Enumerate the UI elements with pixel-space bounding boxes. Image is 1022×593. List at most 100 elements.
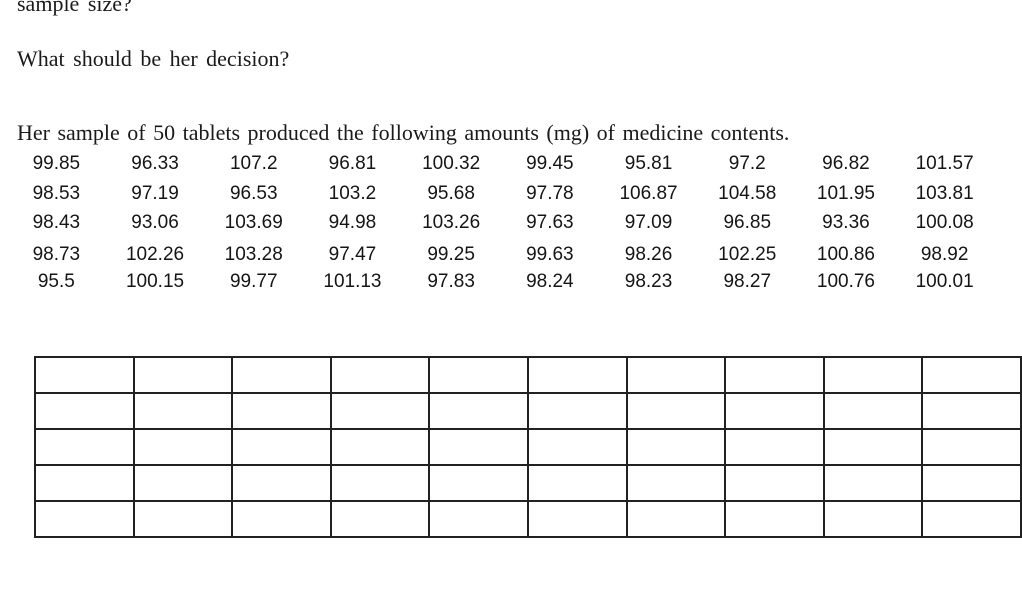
empty-table-cell[interactable] [625,356,727,394]
sample-value: 96.53 [229,182,278,204]
empty-table-cell[interactable] [428,500,529,538]
empty-table-cell[interactable] [921,392,1022,430]
empty-table-cell[interactable] [428,428,529,466]
empty-table-cell[interactable] [231,500,332,538]
empty-table-cell[interactable] [526,392,628,430]
empty-table-cell[interactable] [34,392,135,430]
empty-table-cell[interactable] [724,392,825,430]
sample-value: 93.36 [822,212,870,233]
sample-value: 98.53 [32,182,81,204]
empty-table-cell[interactable] [428,464,529,502]
sample-value: 100.01 [915,271,974,292]
sample-value: 96.81 [328,153,377,174]
sample-value: 103.69 [224,212,283,233]
sample-value: 100.15 [125,271,185,292]
empty-table-cell[interactable] [724,356,825,394]
empty-table-cell[interactable] [132,392,234,430]
sample-value: 98.24 [526,271,574,292]
sample-value: 93.06 [131,212,179,233]
empty-table-cell[interactable] [329,464,431,502]
empty-table-cell[interactable] [231,428,332,466]
empty-table-cell[interactable] [822,356,924,394]
empty-table-cell[interactable] [526,464,628,502]
empty-table-cell[interactable] [231,356,332,394]
sample-value: 99.25 [427,243,475,265]
text-sample-intro: Her sample of 50 tablets produced the fo… [17,120,790,145]
sample-value: 98.43 [32,212,81,233]
empty-table-cell[interactable] [428,392,529,430]
frequency-table-empty [34,356,1022,538]
sample-value: 103.2 [328,182,377,204]
text-sample-size-cutoff: sample size? [17,0,132,16]
sample-value: 97.47 [328,243,377,265]
empty-table-cell[interactable] [526,356,628,394]
sample-value: 99.45 [526,153,574,174]
empty-table-cell[interactable] [34,428,135,466]
sample-value: 97.2 [728,153,766,174]
sample-value: 95.5 [37,271,75,292]
empty-table-cell[interactable] [132,464,234,502]
empty-table-cell[interactable] [132,500,234,538]
sample-value: 102.25 [718,243,777,265]
empty-table-cell[interactable] [625,392,727,430]
sample-value: 95.81 [624,153,673,174]
empty-table-cell[interactable] [625,464,727,502]
sample-value: 99.77 [229,271,278,292]
empty-table-cell[interactable] [921,500,1022,538]
sample-value: 98.27 [723,271,772,292]
empty-table-cell[interactable] [822,464,924,502]
empty-table-cell[interactable] [329,500,431,538]
sample-value: 97.63 [526,212,574,233]
empty-table-cell[interactable] [724,500,825,538]
empty-table-cell[interactable] [822,428,924,466]
empty-table-cell[interactable] [724,464,825,502]
empty-table-cell[interactable] [526,428,628,466]
sample-value: 98.23 [624,271,673,292]
empty-table-cell[interactable] [724,428,825,466]
empty-table-cell[interactable] [428,356,529,394]
empty-table-cell[interactable] [231,464,332,502]
sample-value: 96.33 [131,153,179,174]
sample-value: 98.73 [32,243,81,265]
empty-table-cell[interactable] [34,464,135,502]
empty-table-cell[interactable] [526,500,628,538]
sample-value: 102.26 [125,243,185,265]
empty-table-cell[interactable] [921,428,1022,466]
empty-table-cell[interactable] [822,392,924,430]
empty-table-cell[interactable] [132,428,234,466]
text-decision-question: What should be her decision? [17,46,290,71]
sample-value: 94.98 [328,212,377,233]
empty-table-cell[interactable] [34,500,135,538]
empty-table-cell[interactable] [921,356,1022,394]
sample-value: 100.86 [816,243,875,265]
sample-value: 101.57 [915,153,974,174]
sample-value: 100.76 [816,271,875,292]
sample-value: 98.92 [920,243,969,265]
empty-table-cell[interactable] [329,428,431,466]
sample-value: 103.28 [224,243,283,265]
sample-value: 100.08 [915,212,974,233]
empty-table-cell[interactable] [921,464,1022,502]
sample-value: 107.2 [229,153,278,174]
sample-value: 100.32 [422,153,481,174]
sample-value: 104.58 [718,182,777,204]
sample-value: 106.87 [619,182,678,204]
empty-table-cell[interactable] [329,356,431,394]
sample-values-grid: 99.85 96.33 107.2 96.81 100.32 99.45 95.81 97.2… [7,153,994,301]
sample-value: 101.95 [816,182,875,204]
empty-table-cell[interactable] [132,356,234,394]
empty-table-cell[interactable] [625,428,727,466]
sample-value: 97.09 [624,212,673,233]
empty-table-cell[interactable] [329,392,431,430]
sample-value: 95.68 [427,182,475,204]
sample-value: 97.78 [526,182,574,204]
sample-value: 99.63 [526,243,574,265]
empty-table-cell[interactable] [625,500,727,538]
empty-table-cell[interactable] [34,356,135,394]
sample-value: 101.13 [323,271,382,292]
sample-value: 97.83 [427,271,475,292]
empty-table-cell[interactable] [822,500,924,538]
sample-value: 96.82 [822,153,870,174]
empty-table-cell[interactable] [231,392,332,430]
